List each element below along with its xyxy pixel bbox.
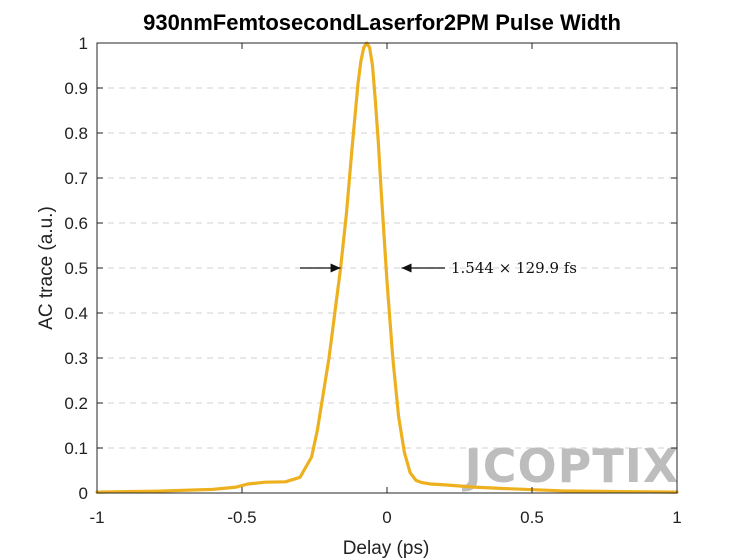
y-tick-label: 1 — [79, 34, 88, 53]
y-tick-label: 0.3 — [64, 349, 88, 368]
y-tick-label: 0.1 — [64, 439, 88, 458]
y-tick-label: 0.5 — [64, 259, 88, 278]
annotation-label: 1.544 × 129.9 fs — [451, 259, 577, 277]
y-tick-label: 0.7 — [64, 169, 88, 188]
chart-title: 930nmFemtosecondLaserfor2PM Pulse Width — [143, 10, 621, 35]
y-tick-label: 0.6 — [64, 214, 88, 233]
x-tick-label: -0.5 — [227, 508, 256, 527]
annotation-layer: 1.544 × 129.9 fs — [300, 259, 577, 277]
annotation-arrow-right-head — [401, 263, 412, 273]
y-axis-label: AC trace (a.u.) — [36, 206, 57, 330]
y-tick-label: 0.8 — [64, 124, 88, 143]
watermark-logo: JCOPTIX — [462, 439, 680, 493]
x-tick-label: 1 — [672, 508, 681, 527]
x-tick-label: 0.5 — [520, 508, 544, 527]
ticks-layer: 0 0.1 0.2 0.3 0.4 0.5 0.6 0.7 0.8 0.9 1 -1 -0.5 0 0.5 1 — [64, 34, 681, 527]
annotation-arrow-left-head — [330, 263, 341, 273]
y-tick-label: 0 — [79, 484, 88, 503]
y-tick-label: 0.4 — [64, 304, 88, 323]
series-line — [95, 41, 679, 494]
y-tick-label: 0.2 — [64, 394, 88, 413]
y-tick-label: 0.9 — [64, 79, 88, 98]
series-layer — [95, 41, 679, 494]
x-tick-label: -1 — [89, 508, 104, 527]
x-tick-label: 0 — [382, 508, 391, 527]
x-axis-label: Delay (ps) — [343, 538, 430, 559]
